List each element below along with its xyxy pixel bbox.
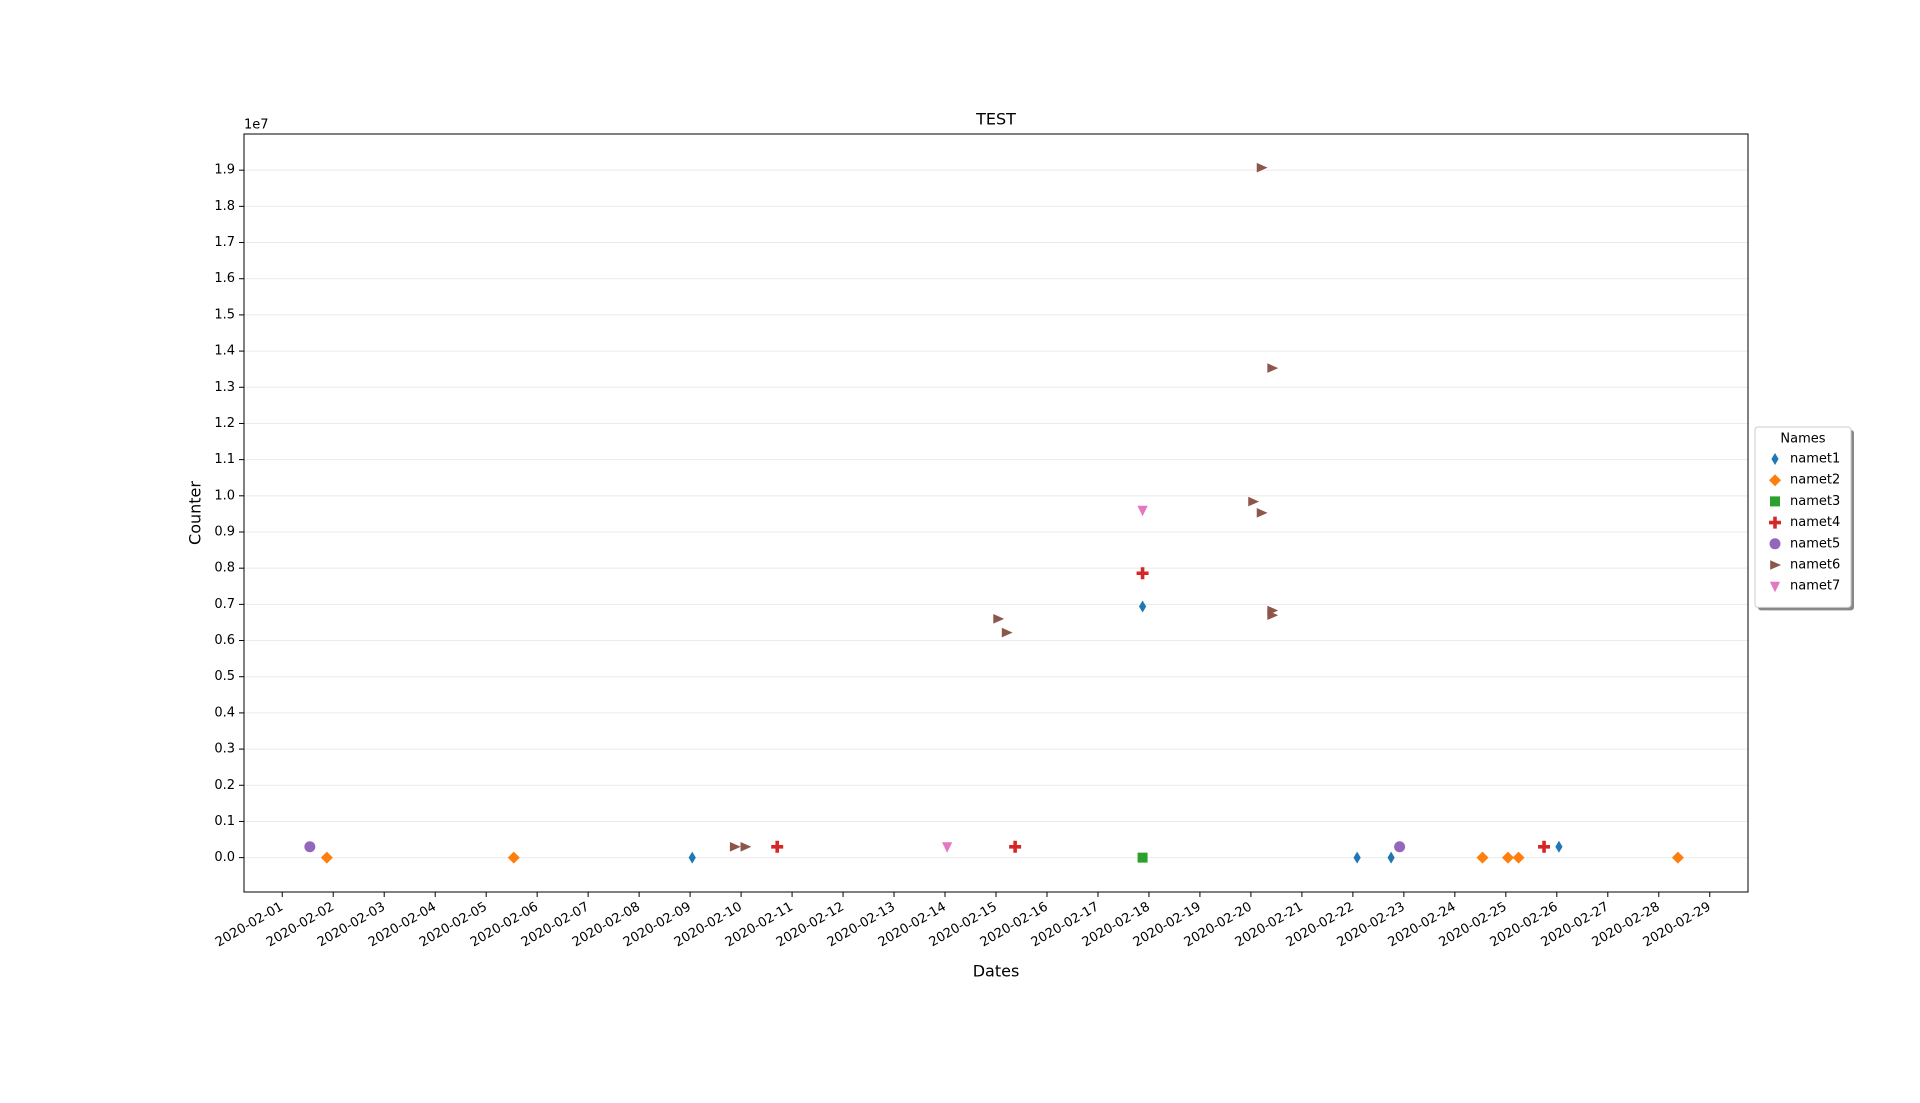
marker bbox=[688, 851, 696, 864]
marker bbox=[1267, 363, 1279, 373]
y-tick-label: 1.9 bbox=[214, 163, 235, 178]
y-tick-label: 0.3 bbox=[214, 742, 235, 757]
y-tick-label: 0.4 bbox=[214, 705, 235, 720]
y-offset-label: 1e7 bbox=[244, 118, 269, 133]
plot-frame bbox=[243, 133, 1749, 893]
marker bbox=[1394, 841, 1406, 853]
legend-marker bbox=[1771, 453, 1779, 465]
marker bbox=[1256, 162, 1268, 173]
marker bbox=[771, 840, 784, 853]
y-tick-label: 0.6 bbox=[214, 633, 235, 648]
legend-label: namet5 bbox=[1790, 536, 1840, 551]
y-axis-label: Counter bbox=[186, 481, 205, 545]
legend-box bbox=[1754, 426, 1852, 608]
legend-label: namet3 bbox=[1790, 494, 1840, 509]
marker bbox=[993, 614, 1005, 624]
marker bbox=[1671, 851, 1684, 864]
legend-label: namet6 bbox=[1790, 558, 1840, 573]
legend-label: namet1 bbox=[1790, 452, 1840, 467]
marker bbox=[1267, 610, 1279, 621]
marker bbox=[1138, 600, 1147, 613]
y-tick-label: 1.3 bbox=[214, 380, 235, 395]
legend-title: Names bbox=[1780, 432, 1825, 447]
legend-marker bbox=[1769, 581, 1781, 593]
legend-label: namet7 bbox=[1790, 579, 1840, 594]
y-tick-label: 1.0 bbox=[214, 488, 235, 503]
marker bbox=[1387, 851, 1395, 864]
marker bbox=[1538, 840, 1551, 853]
marker bbox=[1256, 508, 1268, 518]
marker bbox=[1512, 851, 1525, 864]
marker bbox=[1476, 851, 1489, 864]
marker bbox=[1353, 851, 1361, 864]
y-tick-label: 0.0 bbox=[214, 850, 235, 865]
y-tick-label: 1.8 bbox=[214, 199, 235, 214]
legend-marker bbox=[1770, 560, 1781, 570]
y-tick-label: 1.5 bbox=[214, 307, 235, 322]
y-tick-label: 0.5 bbox=[214, 669, 235, 684]
chart-title: TEST bbox=[975, 110, 1016, 129]
marker bbox=[740, 841, 752, 852]
marker bbox=[1248, 496, 1260, 507]
marker bbox=[507, 851, 520, 864]
marker bbox=[1137, 505, 1148, 517]
legend-label: namet2 bbox=[1790, 473, 1840, 488]
marker bbox=[304, 841, 316, 853]
marker bbox=[1501, 851, 1514, 864]
y-tick-label: 1.6 bbox=[214, 271, 235, 286]
marker bbox=[1136, 567, 1149, 580]
y-tick-label: 1.1 bbox=[214, 452, 235, 467]
x-axis-label: Dates bbox=[973, 962, 1020, 981]
marker bbox=[320, 851, 333, 864]
legend-label: namet4 bbox=[1790, 515, 1840, 530]
marker bbox=[942, 842, 953, 853]
y-tick-label: 0.7 bbox=[214, 597, 235, 612]
marker bbox=[1001, 627, 1013, 638]
y-tick-label: 0.8 bbox=[214, 561, 235, 576]
y-tick-label: 1.2 bbox=[214, 416, 235, 431]
legend-marker bbox=[1769, 516, 1781, 529]
marker bbox=[1009, 840, 1022, 853]
y-tick-label: 0.9 bbox=[214, 524, 235, 539]
marker bbox=[1555, 840, 1563, 853]
legend-marker bbox=[1770, 496, 1780, 507]
marker bbox=[1137, 852, 1148, 863]
y-tick-label: 1.7 bbox=[214, 235, 235, 250]
y-tick-label: 0.1 bbox=[214, 814, 235, 829]
legend-marker bbox=[1769, 474, 1781, 487]
y-tick-label: 0.2 bbox=[214, 778, 235, 793]
marker bbox=[729, 841, 741, 852]
legend-marker bbox=[1769, 538, 1781, 550]
y-tick-label: 1.4 bbox=[214, 344, 235, 359]
